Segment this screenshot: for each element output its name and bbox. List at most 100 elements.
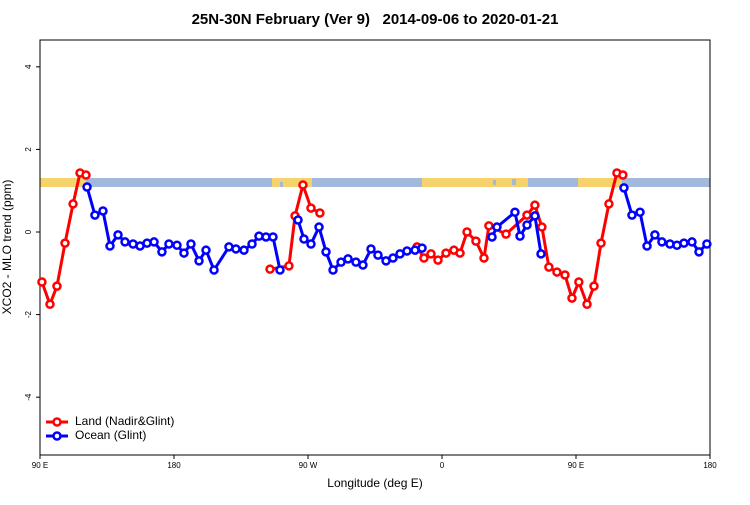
- data-point: [37, 277, 47, 287]
- data-point: [149, 237, 159, 247]
- y-tick-label: -4: [24, 393, 33, 401]
- data-point: [284, 261, 294, 271]
- data-point: [479, 253, 489, 263]
- x-tick-label: 90 E: [32, 461, 48, 470]
- x-tick-label: 180: [703, 461, 717, 470]
- y-tick-label: 0: [24, 229, 33, 234]
- data-point: [231, 244, 241, 254]
- data-point: [172, 240, 182, 250]
- data-point: [105, 241, 115, 251]
- data-point: [81, 170, 91, 180]
- x-tick-label: 0: [440, 461, 445, 470]
- x-tick-label: 180: [167, 461, 181, 470]
- data-point: [530, 211, 540, 221]
- data-point: [635, 207, 645, 217]
- data-point: [657, 237, 667, 247]
- data-point: [589, 281, 599, 291]
- data-point: [179, 248, 189, 258]
- data-point: [441, 248, 451, 258]
- data-point: [373, 250, 383, 260]
- data-point: [157, 247, 167, 257]
- x-tick-label: 90 E: [568, 461, 584, 470]
- legend-marker: [52, 417, 62, 427]
- data-point: [694, 247, 704, 257]
- data-point: [293, 215, 303, 225]
- data-point: [298, 180, 308, 190]
- data-point: [574, 277, 584, 287]
- data-point: [544, 262, 554, 272]
- land-ocean-band: [40, 178, 710, 187]
- data-point: [201, 245, 211, 255]
- legend-label: Ocean (Glint): [75, 428, 146, 442]
- data-point: [687, 237, 697, 247]
- data-point: [567, 293, 577, 303]
- data-point: [336, 257, 346, 267]
- data-point: [90, 210, 100, 220]
- data-point: [366, 244, 376, 254]
- data-point: [552, 267, 562, 277]
- data-point: [209, 265, 219, 275]
- data-point: [618, 170, 628, 180]
- y-axis-label: XCO2 - MLO trend (ppm): [0, 180, 14, 315]
- data-point: [582, 299, 592, 310]
- legend-marker: [52, 431, 62, 441]
- data-point: [239, 245, 249, 255]
- data-point: [45, 299, 55, 310]
- data-point: [419, 253, 429, 263]
- data-point: [120, 237, 130, 247]
- chart-title: 25N-30N February (Ver 9) 2014-09-06 to 2…: [192, 11, 559, 28]
- data-point: [60, 238, 70, 248]
- data-point: [321, 247, 331, 257]
- data-point: [315, 208, 325, 218]
- legend-label: Land (Nadir&Glint): [75, 414, 174, 428]
- data-point: [82, 182, 92, 192]
- data-point: [164, 239, 174, 249]
- data-point: [627, 210, 637, 220]
- data-point: [522, 220, 532, 230]
- data-point: [68, 199, 78, 209]
- data-point: [417, 243, 427, 253]
- data-point: [642, 241, 652, 251]
- data-point: [536, 249, 546, 259]
- data-point: [679, 238, 689, 248]
- y-tick-label: -2: [24, 311, 33, 319]
- data-point: [113, 230, 123, 240]
- data-point: [702, 239, 712, 249]
- data-point: [537, 222, 547, 232]
- data-point: [52, 281, 62, 291]
- y-tick-label: 2: [24, 147, 33, 152]
- data-point: [530, 200, 540, 210]
- data-point: [484, 221, 494, 231]
- data-point: [98, 206, 108, 216]
- data-point: [306, 203, 316, 213]
- data-point: [510, 207, 520, 217]
- data-point: [314, 222, 324, 232]
- data-point: [650, 230, 660, 240]
- data-point: [426, 249, 436, 259]
- data-point: [343, 254, 353, 264]
- data-point: [247, 239, 257, 249]
- data-point: [433, 255, 443, 265]
- data-point: [471, 236, 481, 246]
- data-point: [265, 264, 275, 274]
- data-point: [194, 256, 204, 266]
- x-tick-label: 90 W: [299, 461, 318, 470]
- data-point: [462, 227, 472, 237]
- data-point: [619, 183, 629, 193]
- data-point: [268, 232, 278, 242]
- data-point: [522, 210, 532, 220]
- data-point: [299, 234, 309, 244]
- data-point: [328, 265, 338, 275]
- y-tick-label: 4: [24, 64, 33, 69]
- data-point: [501, 229, 511, 239]
- data-point: [492, 222, 502, 232]
- x-axis-label: Longitude (deg E): [327, 476, 422, 490]
- data-point: [275, 265, 285, 275]
- data-point: [186, 239, 196, 249]
- data-point: [402, 246, 412, 256]
- data-point: [487, 232, 497, 242]
- data-point: [560, 270, 570, 280]
- data-point: [515, 231, 525, 241]
- data-point: [306, 239, 316, 249]
- data-point: [596, 238, 606, 248]
